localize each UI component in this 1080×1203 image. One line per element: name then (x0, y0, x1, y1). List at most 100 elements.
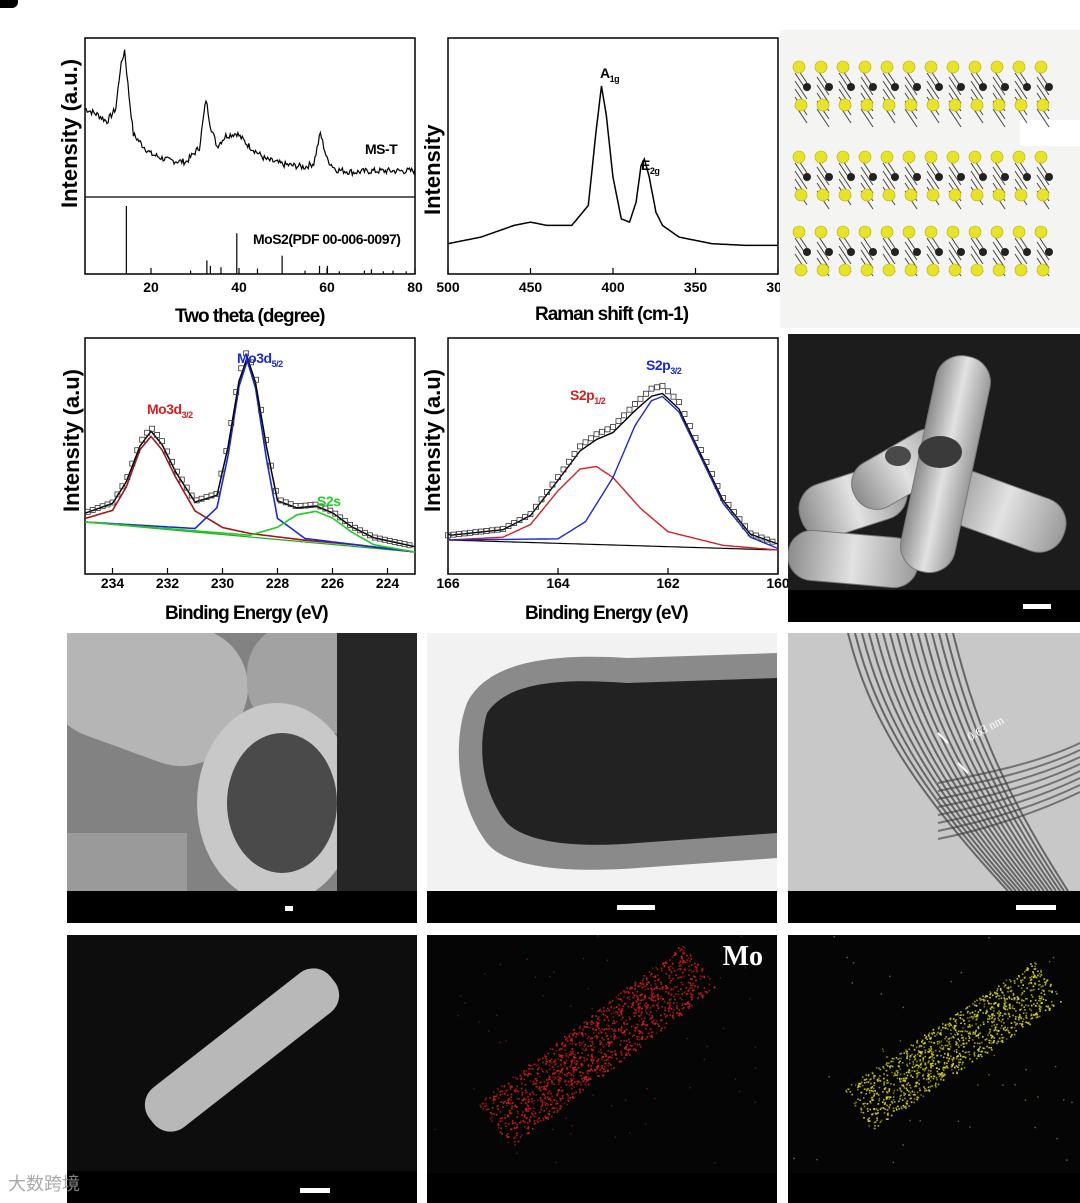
sulfur-atom (904, 188, 918, 202)
sulfur-atom (1036, 98, 1050, 112)
data-point (233, 389, 240, 395)
sulfur-atom (1014, 188, 1028, 202)
data-point (588, 435, 594, 442)
sulfur-atom (926, 98, 940, 112)
raman-xlabel: Raman shift (cm-1) (535, 304, 689, 325)
xrd-reference-label: MoS2(PDF 00-006-0097) (253, 231, 400, 247)
data-point (555, 474, 561, 481)
data-point (571, 451, 578, 457)
data-point (456, 531, 462, 537)
xps-mo-xlabel: Binding Energy (eV) (165, 603, 328, 624)
molybdenum-atom (869, 248, 877, 256)
molybdenum-atom (1001, 248, 1009, 256)
data-point (654, 384, 660, 391)
data-point (692, 435, 699, 441)
sulfur-atom (858, 150, 872, 164)
data-point (223, 448, 230, 454)
data-point (277, 497, 284, 504)
sulfur-atom (814, 60, 828, 74)
sulfur-atom (970, 263, 984, 277)
xps-s-xlabel: Binding Energy (eV) (525, 603, 688, 624)
data-point (538, 496, 545, 503)
xrd-ylabel: Intensity (a.u.) (57, 59, 82, 208)
sulfur-atom (880, 150, 894, 164)
molybdenum-atom (803, 83, 811, 91)
data-point (238, 365, 245, 372)
sulfur-atom (1014, 98, 1028, 112)
hrtem-lattice-image: 0.63 nm (788, 633, 1080, 923)
data-point (560, 466, 567, 473)
scale-bar (617, 905, 655, 910)
data-point (494, 526, 501, 533)
molybdenum-atom (825, 173, 833, 181)
molybdenum-atom (825, 83, 833, 91)
data-point (549, 481, 556, 488)
data-point (736, 516, 743, 523)
molybdenum-atom (935, 83, 943, 91)
molybdenum-atom (979, 83, 987, 91)
sulfur-atom (816, 263, 830, 277)
data-point (610, 423, 616, 430)
x-tick-label: 450 (519, 279, 543, 295)
data-point (747, 530, 754, 537)
molybdenum-atom (979, 173, 987, 181)
molybdenum-atom (847, 248, 855, 256)
sulfur-atom (816, 188, 830, 202)
molybdenum-atom (935, 173, 943, 181)
sulfur-atom (902, 150, 916, 164)
s2s-label: S2s (317, 493, 341, 509)
xrd-line (85, 49, 416, 178)
sulfur-atom (882, 188, 896, 202)
sulfur-atom (968, 150, 982, 164)
data-point (253, 376, 259, 383)
sulfur-atom (1012, 225, 1026, 239)
data-point (489, 527, 495, 534)
sulfur-atom (926, 263, 940, 277)
data-point (332, 510, 339, 517)
sem-tube-end-image (67, 633, 417, 923)
data-point (445, 532, 451, 539)
data-point (263, 437, 269, 443)
data-point (134, 447, 141, 454)
data-point (183, 484, 190, 491)
data-point (248, 359, 255, 366)
sulfur-atom (992, 98, 1006, 112)
xrd-xlabel: Two theta (degree) (175, 306, 325, 327)
sulfur-atom (836, 225, 850, 239)
raman-chart: 500 450 400 350 300 A1g E2g Intensity Raman … (420, 30, 790, 330)
x-tick-label: 80 (407, 279, 423, 295)
molybdenum-atom (869, 173, 877, 181)
x-tick-label: 60 (319, 279, 335, 295)
sulfur-atom (946, 150, 960, 164)
data-point (764, 536, 770, 543)
molybdenum-atom (1045, 83, 1053, 91)
sulfur-atom (814, 225, 828, 239)
xps-mo-ylabel: Intensity (a.u) (59, 369, 84, 512)
molybdenum-atom (1023, 248, 1031, 256)
sulfur-atom (836, 150, 850, 164)
data-point (472, 529, 479, 536)
molybdenum-atom (825, 248, 833, 256)
data-point (643, 390, 649, 397)
scale-bar (285, 906, 293, 911)
sulfur-atom (948, 188, 962, 202)
data-point (714, 483, 721, 489)
data-point (178, 476, 185, 483)
data-point (516, 517, 523, 524)
sulfur-atom (792, 60, 806, 74)
panel-corner-mark (0, 0, 18, 8)
molybdenum-atom (1023, 173, 1031, 181)
data-point (511, 520, 517, 527)
x-tick-label: 20 (143, 279, 159, 295)
sulfur-atom (924, 60, 938, 74)
sulfur-atom (904, 98, 918, 112)
x-tick-label: 40 (231, 279, 247, 295)
sulfur-atom (860, 263, 874, 277)
xps-mo-chart: 234 232 230 228 226 224 Mo3d3/2 Mo3d5/2 S2s I… (55, 330, 425, 630)
sulfur-atom (1034, 60, 1048, 74)
data-point (687, 423, 693, 429)
data-point (188, 492, 195, 499)
data-point (139, 436, 146, 443)
molybdenum-atom (1023, 83, 1031, 91)
data-point (758, 534, 765, 541)
